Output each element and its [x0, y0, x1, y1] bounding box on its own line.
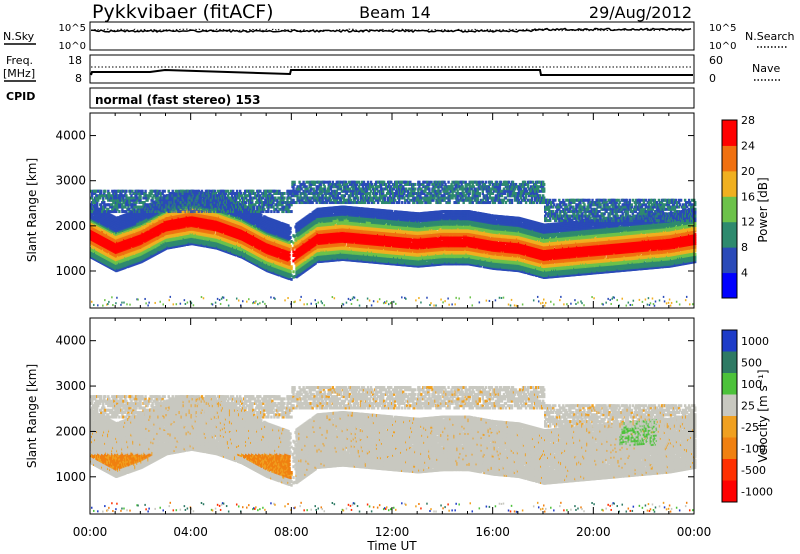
power-cell — [193, 304, 195, 306]
cpid-text: normal (fast stereo) 153 — [95, 93, 261, 107]
power-cell — [180, 303, 182, 305]
power-cell — [112, 304, 114, 306]
frequency-panel: Freq. [MHz] 18 8 60 0 Nave — [3, 54, 780, 85]
power-cell — [187, 302, 189, 304]
power-cell — [159, 301, 161, 303]
power-cell — [123, 302, 125, 304]
cpid-panel: CPID normal (fast stereo) 153 — [6, 88, 694, 108]
noise-right-tick-top: 10^5 — [709, 23, 736, 34]
power-cell — [115, 302, 117, 304]
power-cell — [147, 304, 149, 306]
power-cell — [137, 299, 139, 301]
power-cell — [100, 190, 102, 193]
noise-right-tick-bottom: 10^0 — [709, 41, 736, 52]
cpid-label: CPID — [6, 90, 35, 103]
nave-label: Nave — [752, 62, 780, 75]
power-cell — [169, 299, 171, 301]
power-cell — [144, 298, 146, 300]
power-cell — [154, 302, 156, 304]
date-label: 29/Aug/2012 — [589, 3, 692, 22]
power-cell — [121, 302, 123, 304]
power-cell — [126, 303, 128, 305]
noise-right-label: N.Search — [745, 30, 795, 43]
power-cell — [93, 304, 95, 306]
power-cell — [116, 297, 118, 299]
power-cell — [148, 302, 150, 304]
power-cell — [91, 301, 93, 303]
power-cell — [108, 301, 110, 303]
power-cell — [107, 303, 109, 305]
noise-left-tick-top: 10^5 — [59, 23, 86, 34]
power-cell — [144, 190, 146, 193]
power-heatmap-cells — [90, 181, 696, 307]
power-cell — [163, 190, 165, 193]
freq-left-label: Freq. — [6, 54, 33, 67]
power-cell — [111, 296, 113, 298]
station-title: Pykkvibaer (fitACF) — [92, 1, 274, 23]
noise-panel: N.Sky 10^5 10^0 10^5 10^0 N.Search — [3, 22, 795, 52]
power-cell — [118, 210, 120, 213]
freq-left-units: [MHz] — [3, 67, 35, 80]
frequency-trace — [91, 70, 693, 75]
freq-right-tick-bottom: 0 — [709, 72, 716, 85]
power-cell — [97, 304, 99, 306]
power-cell — [104, 299, 106, 301]
power-cell — [173, 303, 175, 305]
power-cell — [203, 297, 205, 299]
power-cell — [201, 296, 203, 298]
power-cell — [170, 296, 172, 298]
freq-right-tick-top: 60 — [709, 54, 723, 67]
power-cell — [185, 303, 187, 305]
power-cell — [125, 190, 127, 193]
power-cell — [129, 304, 131, 306]
noise-left-label: N.Sky — [3, 30, 35, 43]
freq-left-tick-top: 18 — [68, 54, 82, 67]
power-cell — [184, 299, 186, 301]
power-cell — [102, 305, 104, 307]
freq-left-tick-bottom: 8 — [75, 72, 82, 85]
beam-label: Beam 14 — [359, 3, 431, 22]
power-cell — [162, 303, 164, 305]
power-cell — [104, 190, 106, 193]
noise-left-tick-bottom: 10^0 — [59, 41, 86, 52]
power-cell — [145, 302, 147, 304]
power-cell — [120, 304, 122, 306]
power-cell — [176, 303, 178, 305]
